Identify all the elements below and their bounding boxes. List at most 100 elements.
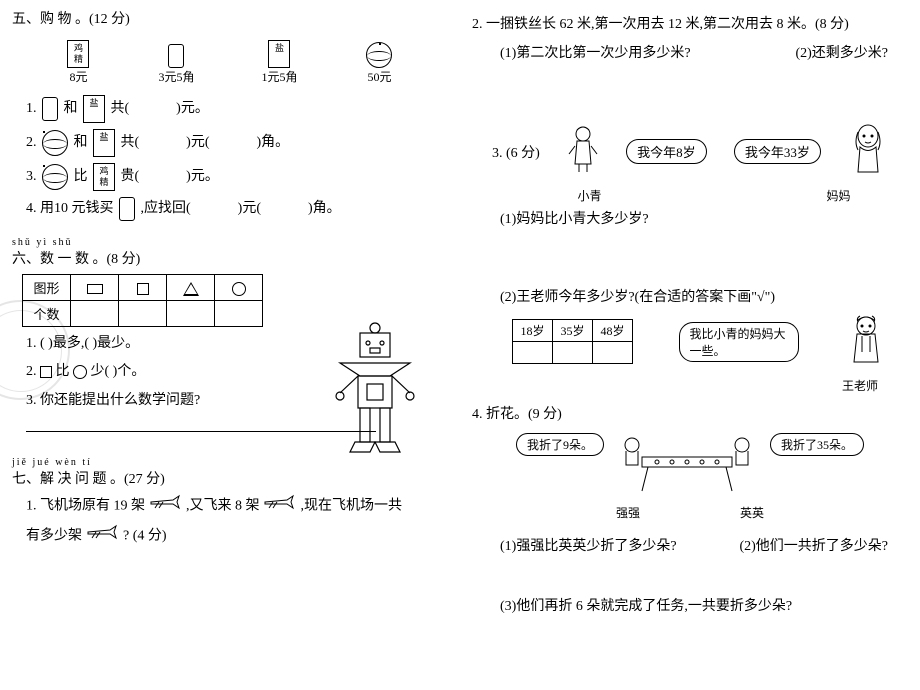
square-icon [40,366,52,378]
r-q4-labels: 强强 英英 [472,504,908,521]
r-q4-sub1: (1)强强比英英少折了多少朵? [500,535,677,555]
q4-post: ,应找回( [141,201,191,216]
table-row [513,342,633,364]
package-icon: 鸡精 [67,40,89,68]
cell-blank [215,301,263,327]
cell-blank [119,301,167,327]
s5-q2: 2. 和 盐 共( )元( )角。 [12,129,448,157]
plane-icon [86,524,120,548]
q4-pre: 4. 用10 元钱买 [26,201,114,216]
ball-icon [42,130,68,156]
r-q4-sub3: (3)他们再折 6 朵就完成了任务,一共要折多少朵? [472,595,908,615]
rectangle-icon [87,284,103,294]
cell-tri [167,275,215,301]
q3-pre: 3. [26,169,37,184]
ages-table: 18岁 35岁 48岁 [512,319,633,364]
r-q3-row: 3. (6 分) 我今年8岁 我今年33岁 [472,122,908,181]
r-q3-labels: 小青 妈妈 [472,187,908,204]
q2-post: 少( )个。 [91,364,146,379]
q3-post: 贵( [121,169,140,184]
table-row: 个数 [23,301,263,327]
s5-q4: 4. 用10 元钱买 ,应找回( )元( )角。 [12,197,448,221]
teacher-icon [844,312,888,371]
q2-pre: 2. [26,364,40,379]
q2-mid: 比 [56,364,74,379]
table-row: 18岁 35岁 48岁 [513,320,633,342]
cup-icon [119,197,135,221]
r-q2-sub2: (2)还剩多少米? [795,42,888,62]
left-column: 五、购 物 。(12 分) 鸡精 8元 3元5角 盐 1元5角 50元 1. 和… [0,0,460,690]
r-q4-subs12: (1)强强比英英少折了多少朵? (2)他们一共折了多少朵? [472,535,908,555]
age-cell: 48岁 [593,320,633,342]
plane-icon [149,494,183,518]
q1-tail: )元。 [176,101,209,116]
speech-mama: 我今年33岁 [734,139,821,164]
q2-tail: )角。 [257,135,290,150]
label-qiangqiang: 强强 [616,504,640,521]
age-cell: 18岁 [513,320,553,342]
speech-xiaoqing: 我今年8岁 [626,139,707,164]
row-header: 图形 [23,275,71,301]
ball-icon [366,42,392,68]
age-cell: 35岁 [553,320,593,342]
salt-icon: 盐 [83,95,105,123]
mom-icon [848,122,888,181]
q1-pre: 1. [26,101,37,116]
q2-mid: 和 [74,135,88,150]
package-icon: 鸡精 [93,163,115,191]
q1-e: ? (4 分) [123,528,167,543]
speech-yingying: 我折了35朵。 [770,433,864,456]
r-q2-subs: (1)第二次比第一次少用多少米? (2)还剩多少米? [472,42,908,62]
shapes-table: 图形 个数 [22,274,263,327]
circle-icon [73,365,87,379]
r-q3-ages-row: 18岁 35岁 48岁 我比小青的妈妈大一些。 [472,312,908,371]
s7-q1: 1. 飞机场原有 19 架 ,又飞来 8 架 ,现在飞机场一共 [12,494,448,518]
q1-c: ,现在飞机场一共 [301,498,403,513]
shop-item-2: 3元5角 [158,38,194,85]
s7-q1-line2: 有多少架 ? (4 分) [12,524,448,548]
label-mama: 妈妈 [826,187,850,204]
r-q4-title: 4. 折花。(9 分) [472,404,908,426]
row-header: 个数 [23,301,71,327]
cell-blank [167,301,215,327]
r-q2-title: 2. 一捆铁丝长 62 米,第一次用去 12 米,第二次用去 8 米。(8 分) [472,14,908,36]
section-7-title: 七、解 决 问 题 。(27 分) [12,468,448,488]
r-q2-sub1: (1)第二次比第一次少用多少米? [500,42,691,62]
speech-teacher: 我比小青的妈妈大一些。 [679,322,799,362]
label-yingying: 英英 [740,504,764,521]
underline [26,420,376,432]
q1-d: 有多少架 [26,528,82,543]
ball-icon [42,164,68,190]
q4-tail: )角。 [308,201,341,216]
q2-mid2: )元( [186,135,209,150]
s6-pinyin: shǔ yì shǔ [12,237,448,248]
section-6-title: 六、数 一 数 。(8 分) [12,248,448,268]
cup-icon [168,44,184,68]
r-q4-scene: 我折了9朵。 我折了35朵。 [472,433,908,498]
speech-qiangqiang: 我折了9朵。 [516,433,604,456]
label-xiaoqing: 小青 [577,187,601,204]
q3-mid: 比 [74,169,88,184]
s5-q3: 3. 比 鸡精 贵( )元。 [12,163,448,191]
kids-table-icon [612,433,762,498]
cell-rect [71,275,119,301]
circle-icon [232,282,246,296]
robot-figure [330,318,420,463]
q2-post: 共( [121,135,140,150]
cell-circ [215,275,263,301]
shop-items-row: 鸡精 8元 3元5角 盐 1元5角 50元 [12,38,448,85]
q1-b: ,又飞来 8 架 [186,498,260,513]
price-2: 3元5角 [158,68,194,85]
section-5-title: 五、购 物 。(12 分) [12,8,448,28]
q1-mid: 和 [64,101,78,116]
plane-icon [263,494,297,518]
q4-mid2: )元( [238,201,261,216]
cell-blank [71,301,119,327]
r-q4-sub2: (2)他们一共折了多少朵? [739,535,888,555]
price-1: 8元 [65,68,91,85]
r-q3-sub2: (2)王老师今年多少岁?(在合适的答案下画"√") [472,286,908,306]
q1-post: 共( [111,101,130,116]
table-row: 图形 [23,275,263,301]
price-4: 50元 [364,68,394,85]
shop-item-1: 鸡精 8元 [65,38,91,85]
